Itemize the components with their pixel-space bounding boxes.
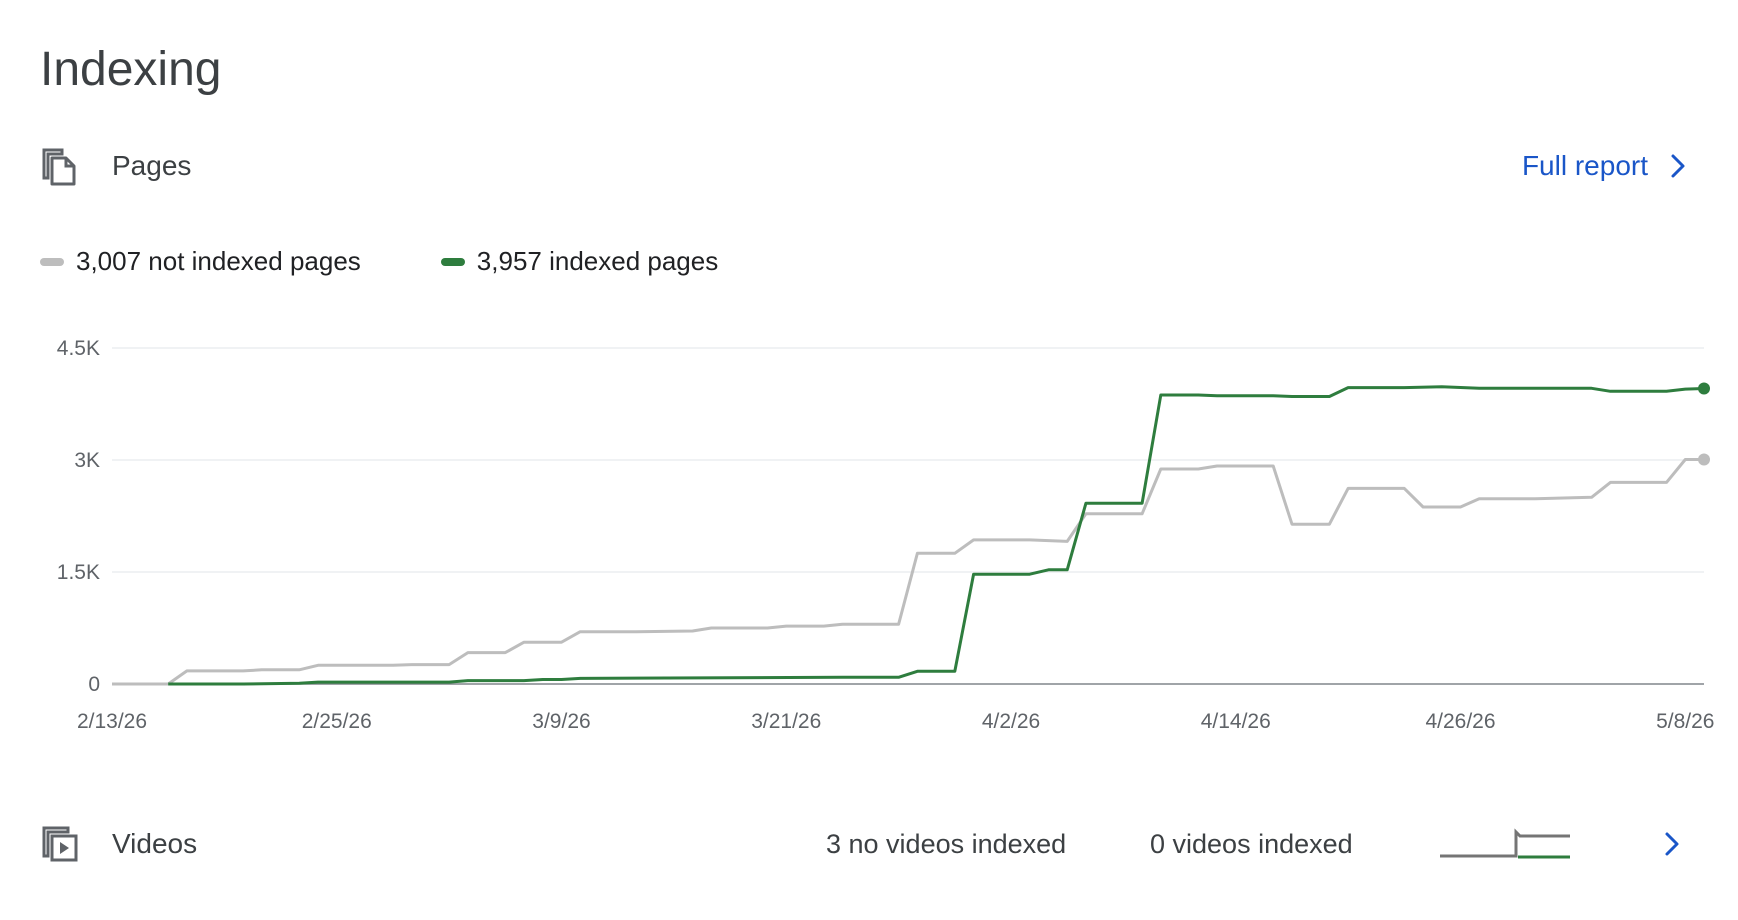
endpoint-indexed — [1698, 382, 1710, 395]
videos-section-header: Videos 3 no videos indexed 0 videos inde… — [40, 820, 1698, 868]
pages-icon — [40, 146, 80, 186]
legend-label-not-indexed: 3,007 not indexed pages — [76, 246, 361, 276]
legend-item-not-indexed[interactable]: 3,007 not indexed pages — [40, 246, 361, 277]
legend-swatch-indexed — [440, 257, 465, 266]
x-tick-label: 3/21/26 — [751, 710, 821, 733]
full-report-label: Full report — [1521, 150, 1648, 181]
videos-indexed-stat: 0 videos indexed — [1150, 828, 1353, 859]
videos-label: Videos — [112, 828, 198, 859]
y-tick-label: 4.5K — [57, 337, 100, 360]
x-tick-label: 2/13/26 — [77, 710, 147, 733]
indexing-chart: 0 1.5K 3K 4.5K 2/13/26 2/25/26 3/9/26 3/21/26 4/… — [57, 337, 1715, 733]
x-tick-label: 5/8/26 — [1656, 710, 1714, 733]
endpoint-not-indexed — [1698, 453, 1710, 466]
legend-swatch-not-indexed — [40, 257, 64, 266]
chevron-right-icon — [1668, 152, 1688, 180]
no-videos-indexed-stat: 3 no videos indexed — [826, 828, 1067, 859]
series-line-indexed — [168, 385, 1705, 686]
page-title: Indexing — [40, 43, 222, 96]
x-tick-label: 4/26/26 — [1425, 710, 1495, 733]
legend-label-indexed: 3,957 indexed pages — [476, 246, 719, 276]
chart-legend: 3,007 not indexed pages 3,957 indexed pa… — [40, 246, 798, 277]
videos-open-button[interactable] — [1662, 830, 1682, 858]
x-tick-label: 4/14/26 — [1201, 710, 1271, 733]
series-line-not-indexed — [112, 458, 1704, 686]
videos-sparkline — [1440, 828, 1570, 859]
x-tick-label: 2/25/26 — [302, 710, 372, 733]
y-tick-label: 0 — [88, 673, 100, 696]
x-tick-label: 3/9/26 — [532, 710, 590, 733]
y-tick-label: 3K — [74, 449, 100, 472]
y-tick-label: 1.5K — [57, 561, 100, 584]
pages-section-header: Pages Full report — [40, 142, 1698, 190]
x-tick-label: 4/2/26 — [982, 710, 1040, 733]
videos-icon — [40, 824, 80, 864]
legend-item-indexed[interactable]: 3,957 indexed pages — [440, 246, 719, 277]
chevron-right-icon — [1665, 832, 1679, 856]
pages-label: Pages — [112, 150, 192, 181]
full-report-link[interactable]: Full report — [1522, 142, 1688, 190]
